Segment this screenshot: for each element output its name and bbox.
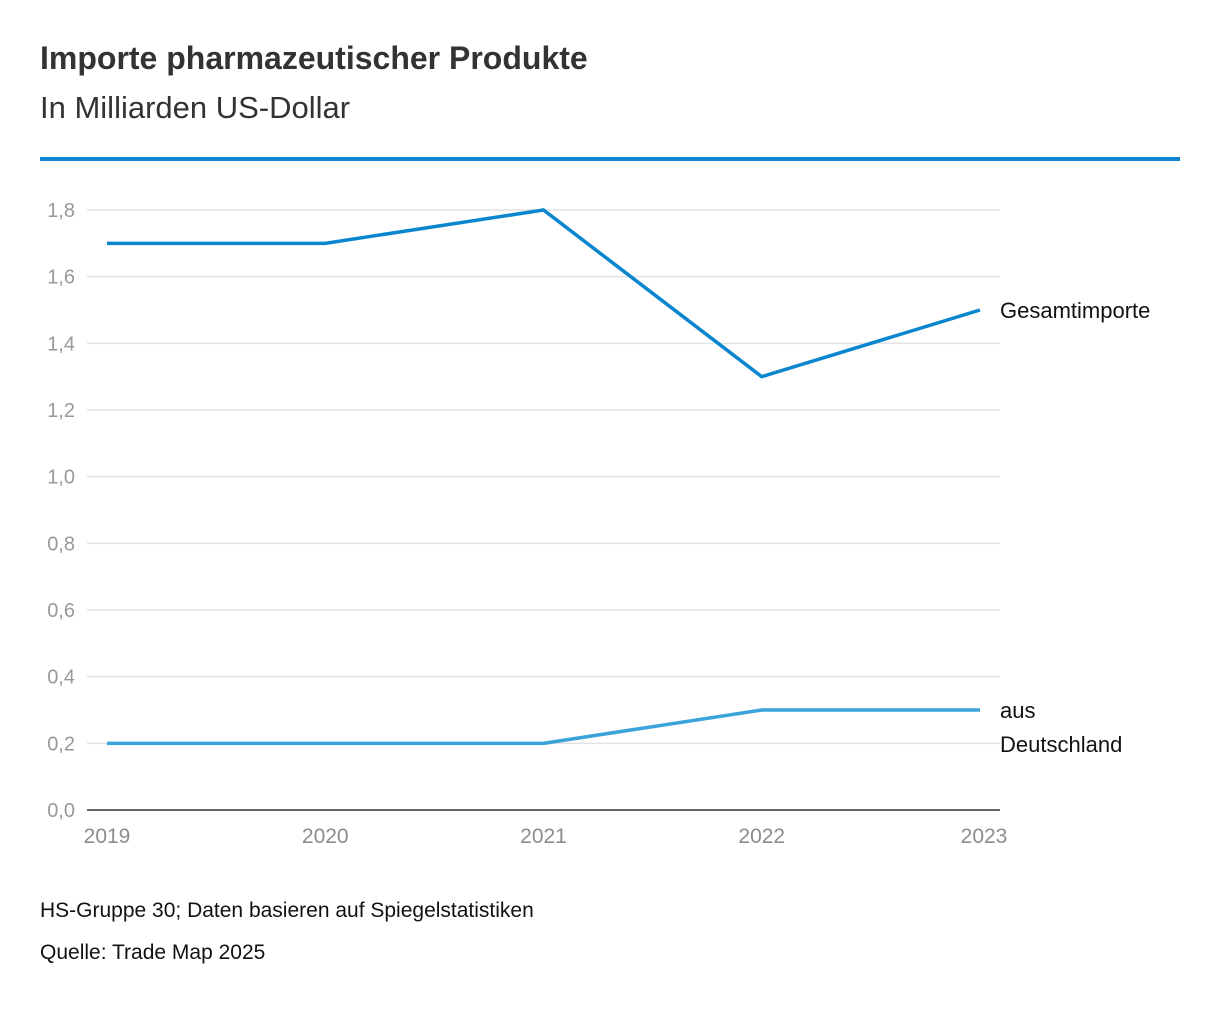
x-axis-tick-labels: 2019 2020 2021 2022 2023 bbox=[84, 825, 1008, 848]
x-tick-label: 2021 bbox=[520, 825, 567, 848]
y-tick-label: 0,4 bbox=[47, 667, 75, 689]
x-tick-label: 2019 bbox=[84, 825, 131, 848]
y-tick-label: 0,0 bbox=[47, 800, 75, 822]
y-tick-label: 1,6 bbox=[47, 267, 75, 289]
y-tick-label: 1,2 bbox=[47, 400, 75, 422]
series-lines bbox=[107, 208, 981, 746]
series-line bbox=[107, 208, 981, 379]
header-divider bbox=[40, 157, 1180, 161]
series-label: Deutschland bbox=[1000, 732, 1122, 757]
source-note: Quelle: Trade Map 2025 bbox=[40, 941, 266, 964]
line-chart: 0,00,20,40,60,81,01,21,41,61,8 2019 2020 2… bbox=[47, 200, 1150, 848]
x-tick-label: 2023 bbox=[961, 825, 1008, 848]
series-label: aus bbox=[1000, 698, 1035, 723]
series-line bbox=[107, 708, 980, 746]
y-tick-label: 0,8 bbox=[47, 533, 75, 555]
series-labels: Gesamtimporte aus Deutschland bbox=[1000, 298, 1150, 757]
x-tick-label: 2020 bbox=[302, 825, 349, 848]
chart-subtitle: In Milliarden US-Dollar bbox=[40, 90, 351, 125]
footnote: HS-Gruppe 30; Daten basieren auf Spiegel… bbox=[40, 899, 534, 922]
series-label: Gesamtimporte bbox=[1000, 298, 1150, 323]
chart-title: Importe pharmazeutischer Produkte bbox=[40, 40, 588, 76]
y-tick-label: 1,0 bbox=[47, 467, 75, 489]
y-tick-label: 0,6 bbox=[47, 600, 75, 622]
y-tick-label: 1,4 bbox=[47, 333, 75, 355]
y-tick-label: 1,8 bbox=[47, 200, 75, 222]
y-tick-label: 0,2 bbox=[47, 733, 75, 755]
gridlines bbox=[87, 209, 1000, 745]
y-axis-tick-labels: 0,0 0,2 0,4 0,6 0,8 1,0 1,2 1,4 1,6 1,8 bbox=[47, 200, 75, 822]
x-tick-label: 2022 bbox=[738, 825, 785, 848]
